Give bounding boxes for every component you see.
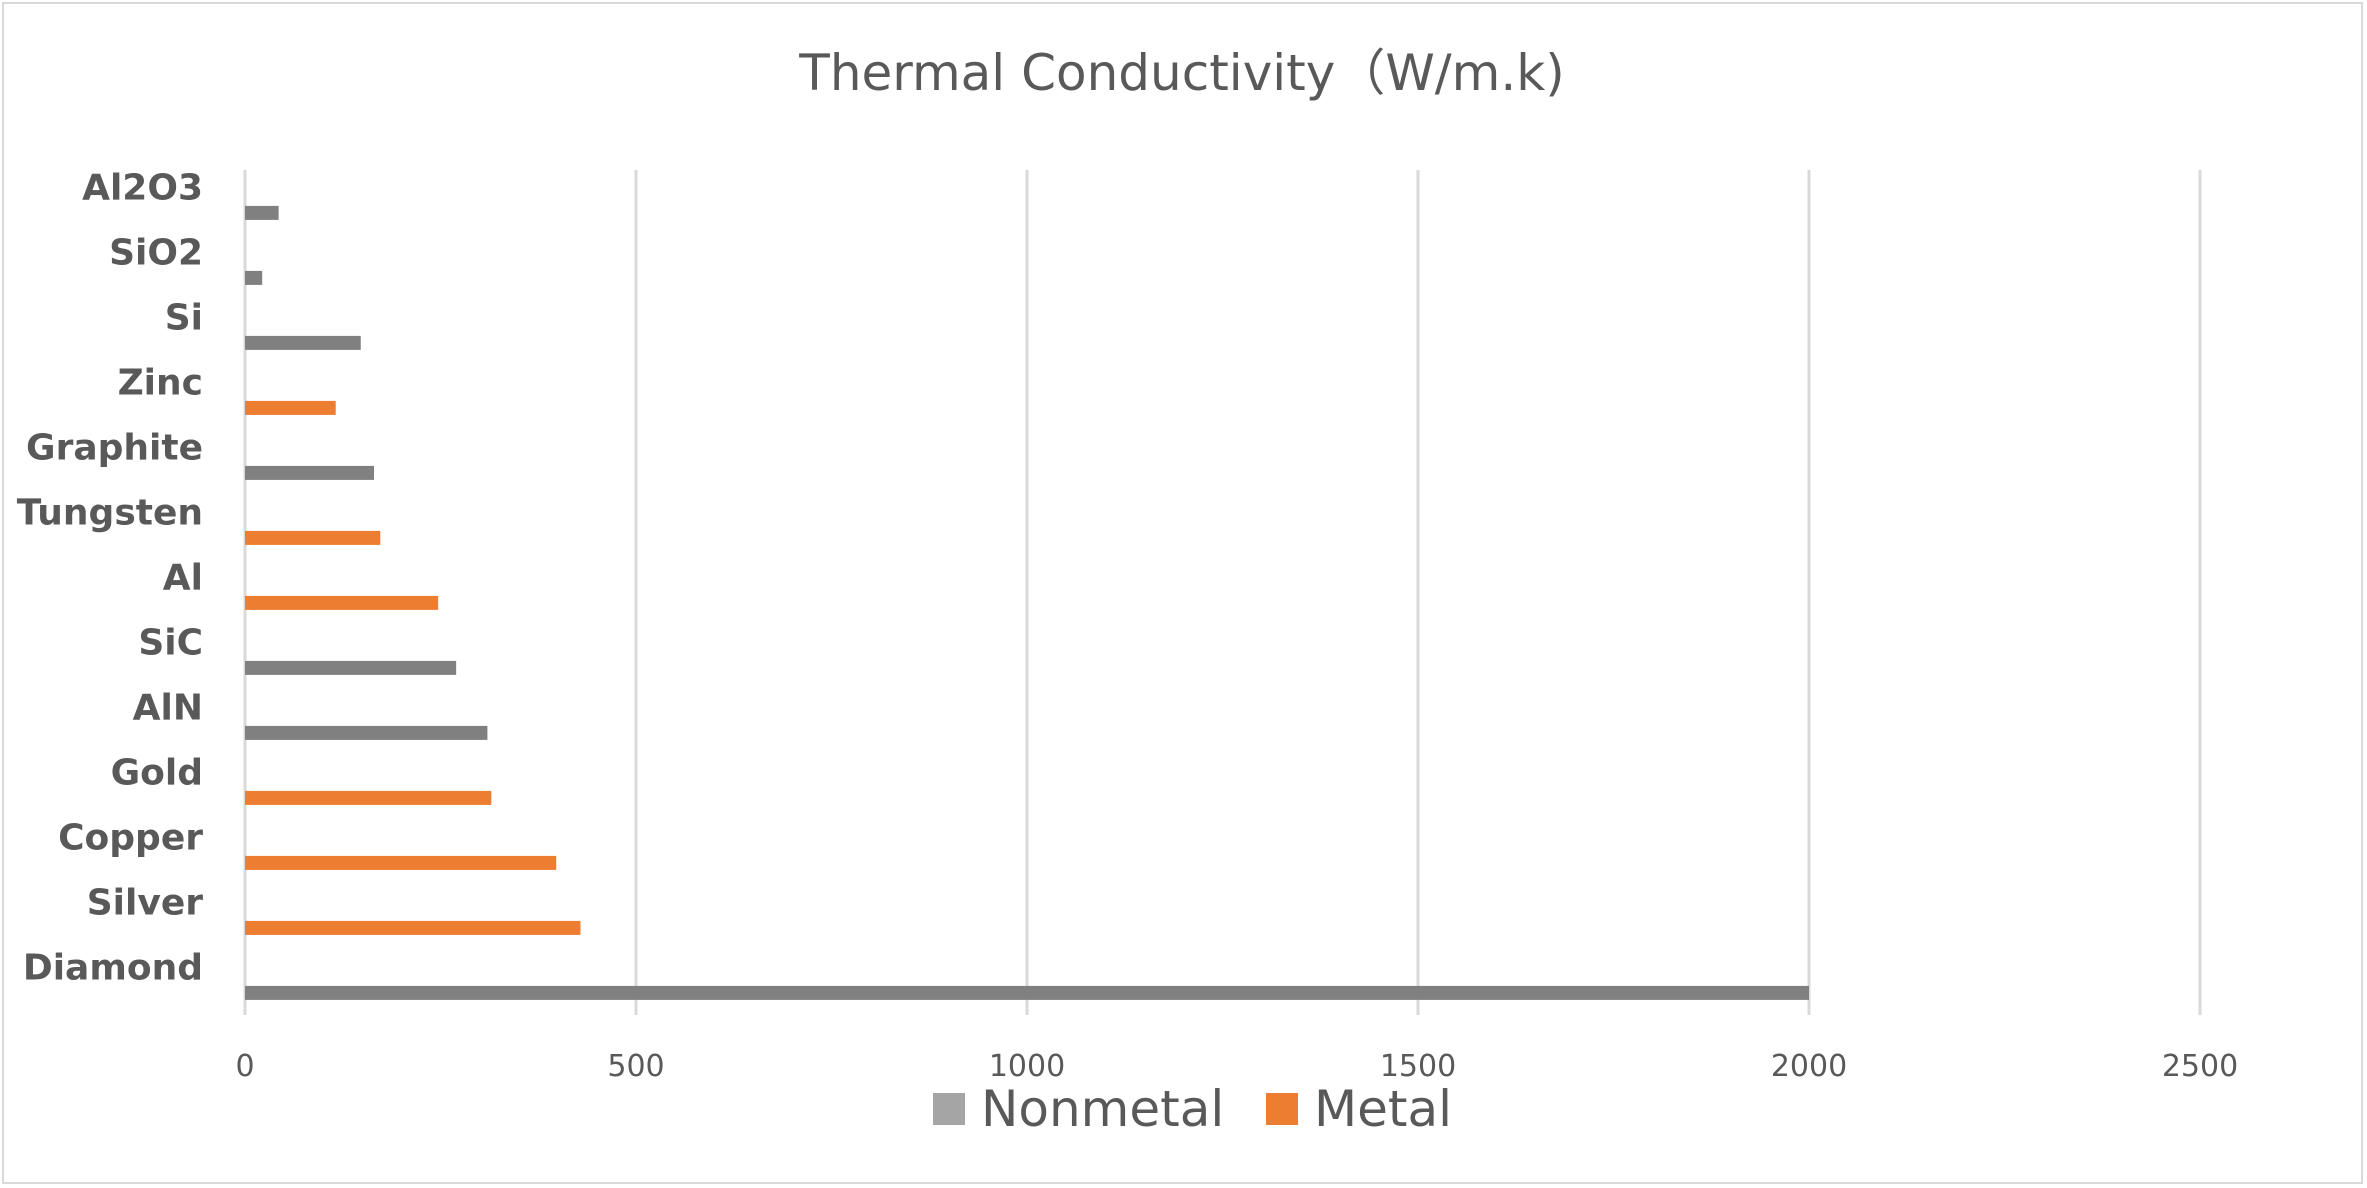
category-label: Gold — [111, 752, 203, 793]
category-label: Si — [165, 297, 203, 338]
bar-nonmetal-diamond — [245, 985, 1809, 1000]
bar-metal-zinc — [245, 400, 336, 415]
category-label: Silver — [87, 882, 203, 923]
legend[interactable]: Nonmetal Metal — [933, 1080, 1452, 1138]
category-label: SiC — [138, 622, 203, 663]
category-labels: Al2O3 SiO2 Si Zinc Graphite Tungsten Al SiC AlN G… — [17, 167, 204, 988]
bar-nonmetal-al2o3 — [245, 205, 279, 220]
legend-label-metal[interactable]: Metal — [1314, 1080, 1452, 1138]
category-label: Copper — [58, 817, 203, 858]
bar-nonmetal-si — [245, 335, 361, 350]
x-tick-label: 0 — [235, 1049, 254, 1084]
x-tick-label: 2000 — [1771, 1049, 1847, 1084]
x-tick-label: 1000 — [989, 1049, 1065, 1084]
category-label: Al2O3 — [82, 167, 203, 208]
category-label: Graphite — [26, 427, 203, 468]
category-label: Zinc — [118, 362, 203, 403]
x-axis-tick-labels: 0 500 1000 1500 2000 2500 — [235, 1049, 2238, 1084]
x-tick-label: 2500 — [2162, 1049, 2238, 1084]
chart-title: Thermal Conductivity（W/m.k) — [798, 44, 1564, 102]
bar-nonmetal-graphite — [245, 465, 375, 480]
bars — [245, 205, 1809, 1000]
legend-swatch-nonmetal — [933, 1093, 965, 1125]
category-label: SiO2 — [109, 232, 203, 273]
bar-metal-silver — [245, 920, 581, 935]
bar-metal-copper — [245, 855, 557, 870]
bar-metal-tungsten — [245, 530, 381, 545]
category-label: Tungsten — [17, 492, 203, 533]
gridlines — [243, 170, 2202, 1015]
bar-nonmetal-sio2 — [245, 270, 263, 285]
category-label: AlN — [133, 687, 203, 728]
category-label: Al — [163, 557, 203, 598]
legend-label-nonmetal[interactable]: Nonmetal — [981, 1080, 1224, 1138]
x-tick-label: 500 — [607, 1049, 664, 1084]
bar-metal-gold — [245, 790, 492, 805]
bar-metal-al — [245, 595, 439, 610]
bar-nonmetal-sic — [245, 660, 457, 675]
legend-swatch-metal — [1266, 1093, 1298, 1125]
x-tick-label: 1500 — [1380, 1049, 1456, 1084]
category-label: Diamond — [23, 947, 203, 988]
bar-nonmetal-aln — [245, 725, 488, 740]
